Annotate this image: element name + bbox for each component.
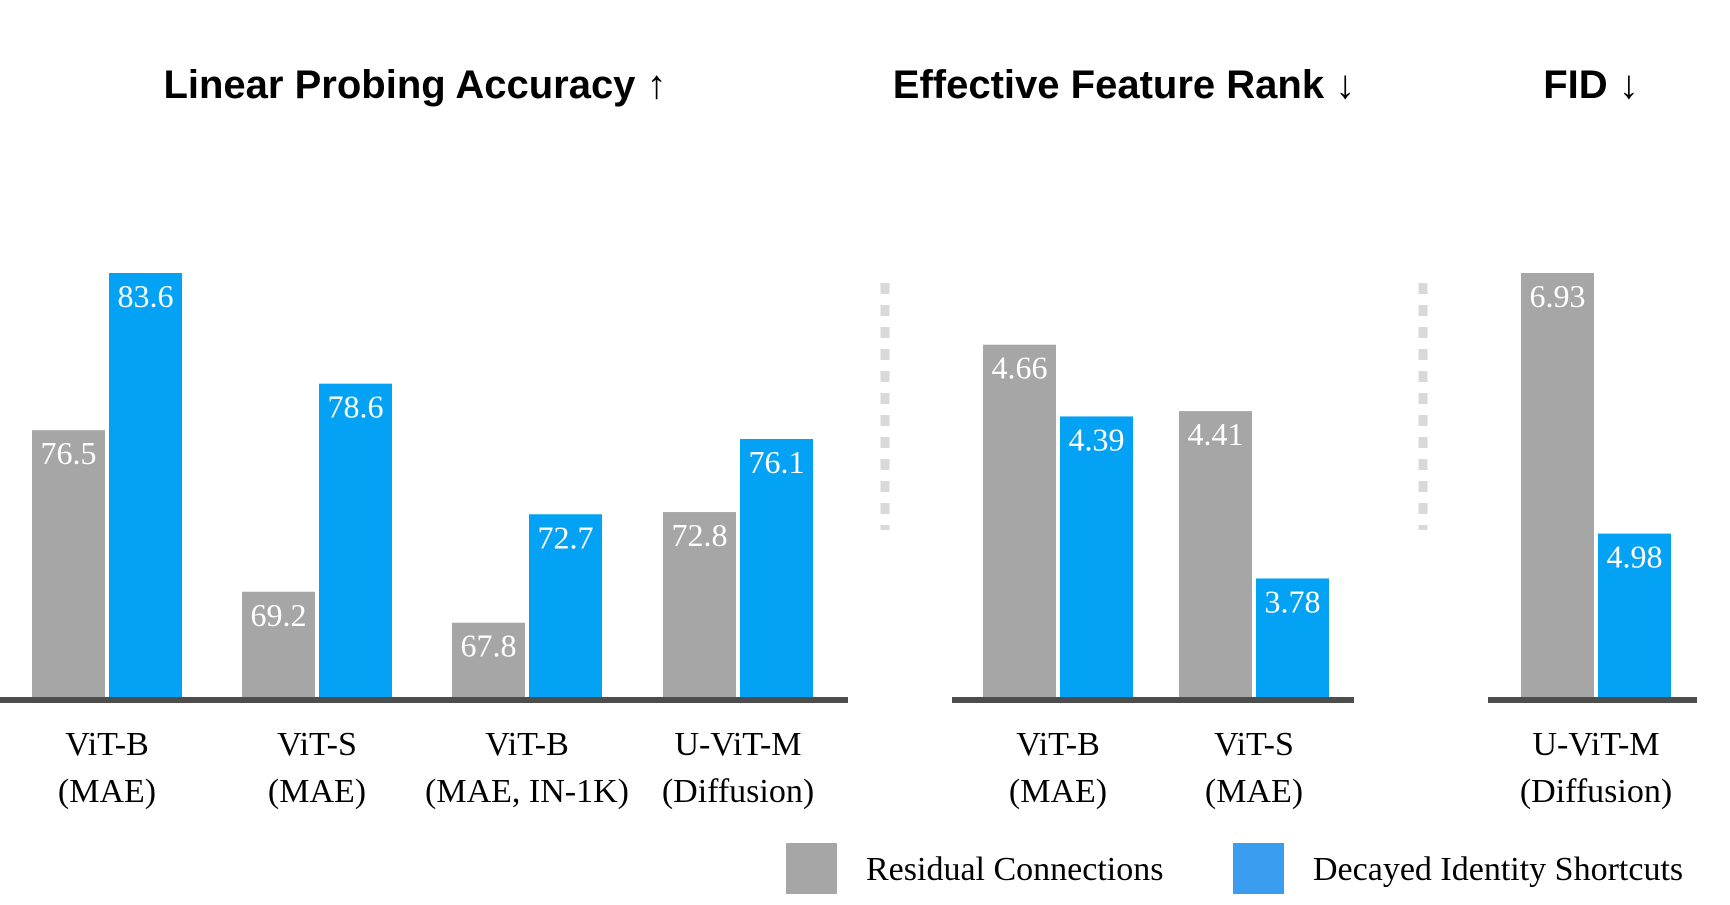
bar-residual-2-2 [1179,411,1252,698]
bar-residual-1-2 [242,591,315,698]
bar-value-label: 67.8 [461,628,517,664]
x-tick-label: ViT-S [277,726,357,763]
bar-value-label: 4.98 [1607,539,1663,575]
bar-value-label: 72.8 [672,517,728,553]
chart-panel-2: Effective Feature Rank ↓ 4.66 4.39 ViT-B (MA… [893,63,1355,810]
bar-value-label: 83.6 [118,278,174,314]
x-tick-label: ViT-B [65,726,149,763]
bar-value-label: 4.66 [992,350,1048,386]
bar-value-label: 76.5 [41,435,97,471]
x-tick-label: (Diffusion) [1520,773,1672,810]
bar-decayed-1-4 [740,439,813,698]
bar-decayed-3-1 [1598,533,1671,698]
legend: Residual Connections Decayed Identity Sh… [786,843,1683,894]
x-tick-label: U-ViT-M [674,726,801,763]
legend-label-residual: Residual Connections [866,851,1163,888]
x-tick-label: (Diffusion) [662,773,814,810]
bar-value-label: 6.93 [1530,278,1586,314]
bar-decayed-1-3 [529,514,602,698]
x-tick-label: (MAE) [1009,773,1107,810]
chart-panels: Linear Probing Accuracy ↑ 76.5 83.6 ViT-B (M… [0,63,1697,810]
x-tick-label: (MAE, IN-1K) [425,773,629,810]
chart-title-3: FID ↓ [1543,63,1639,107]
x-tick-label: (MAE) [1205,773,1303,810]
x-tick-label: ViT-B [1016,726,1100,763]
chart-panel-3: FID ↓ 6.93 4.98 U-ViT-M (Diffusion) [1488,63,1697,810]
bar-decayed-1-2 [319,383,392,698]
x-tick-label: (MAE) [268,773,366,810]
bar-value-label: 3.78 [1265,583,1321,619]
bar-value-label: 72.7 [538,519,594,555]
bar-value-label: 4.41 [1188,416,1244,452]
bar-value-label: 4.39 [1069,421,1125,457]
x-tick-label: U-ViT-M [1532,726,1659,763]
bar-value-label: 69.2 [251,597,307,633]
x-tick-label: ViT-S [1214,726,1294,763]
bar-residual-1-4 [663,512,736,698]
bar-value-label: 78.6 [328,389,384,425]
panel-dividers [880,283,1428,530]
bar-residual-2-1 [983,344,1056,698]
legend-swatch-decayed [1233,843,1284,894]
chart-panel-1: Linear Probing Accuracy ↑ 76.5 83.6 ViT-B (M… [0,63,848,810]
legend-swatch-residual [786,843,837,894]
bar-decayed-1-1 [109,273,182,698]
chart-title-1: Linear Probing Accuracy ↑ [163,63,666,107]
bar-residual-1-1 [32,430,105,698]
bar-decayed-2-1 [1060,416,1133,698]
legend-label-decayed: Decayed Identity Shortcuts [1313,851,1683,888]
x-tick-label: (MAE) [58,773,156,810]
x-tick-label: ViT-B [485,726,569,763]
bar-residual-1-3 [452,622,525,698]
bar-decayed-2-2 [1256,578,1329,698]
bar-value-label: 76.1 [749,444,805,480]
chart-title-2: Effective Feature Rank ↓ [893,63,1355,107]
bar-residual-3-1 [1521,273,1594,698]
